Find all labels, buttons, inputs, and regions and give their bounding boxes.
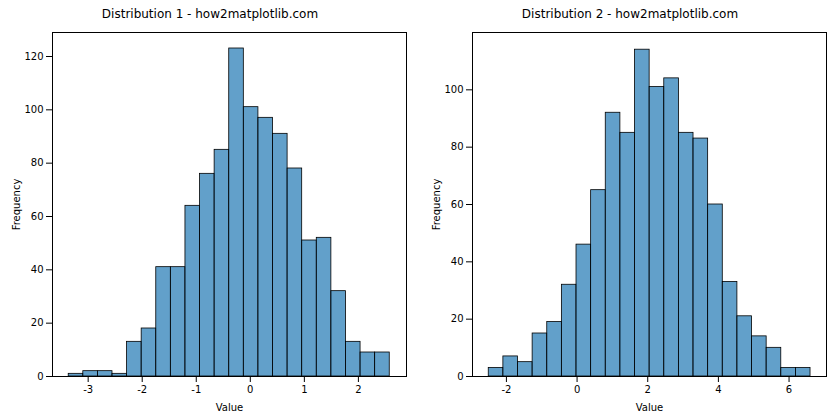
svg-text:40: 40 — [451, 256, 464, 267]
svg-text:60: 60 — [451, 199, 464, 210]
svg-text:Value: Value — [216, 402, 243, 413]
svg-text:40: 40 — [31, 264, 44, 275]
svg-text:2: 2 — [355, 384, 361, 395]
svg-text:4: 4 — [715, 384, 721, 395]
svg-text:-1: -1 — [191, 384, 201, 395]
html-text:Distribution 2 - how2matplotli: Distribution 2 - how2matplotlib.com — [521, 7, 739, 21]
svg-text:100: 100 — [24, 104, 43, 115]
svg-text:Value: Value — [636, 402, 663, 413]
svg-text:2: 2 — [645, 384, 651, 395]
svg-text:80: 80 — [451, 141, 464, 152]
svg-text:80: 80 — [31, 157, 44, 168]
svg-text:0: 0 — [457, 371, 463, 382]
svg-text:100: 100 — [444, 84, 463, 95]
svg-text:Frequency: Frequency — [11, 179, 22, 231]
svg-text:60: 60 — [31, 211, 44, 222]
svg-text:120: 120 — [24, 51, 43, 62]
svg-text:-3: -3 — [83, 384, 93, 395]
svg-text:Frequency: Frequency — [431, 179, 442, 231]
svg-text:-2: -2 — [137, 384, 147, 395]
svg-text:0: 0 — [247, 384, 253, 395]
svg-text:0: 0 — [37, 371, 43, 382]
svg-text:1: 1 — [301, 384, 307, 395]
svg-text:20: 20 — [31, 317, 44, 328]
svg-text:0: 0 — [574, 384, 580, 395]
html-text:Distribution 1 - how2matplotli: Distribution 1 - how2matplotlib.com — [101, 7, 319, 21]
svg-text:20: 20 — [451, 313, 464, 324]
svg-text:6: 6 — [786, 384, 792, 395]
svg-text:-2: -2 — [501, 384, 511, 395]
